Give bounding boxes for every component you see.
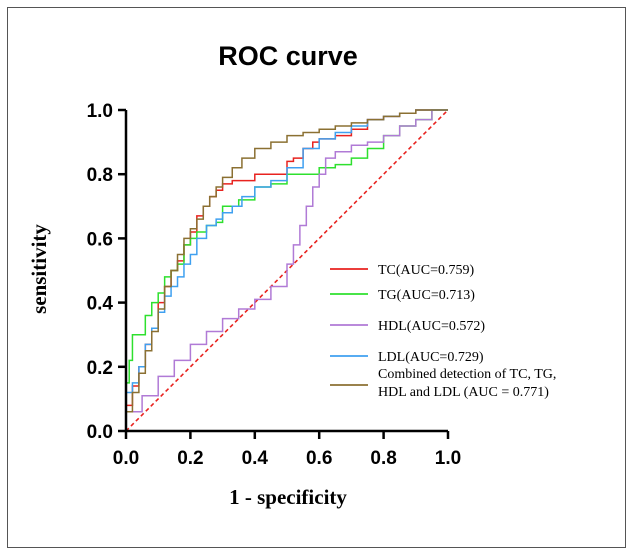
x-tick-label: 0.4	[242, 448, 269, 469]
y-tick-label: 0.4	[87, 294, 114, 315]
y-axis-label: sensitivity	[27, 224, 51, 314]
legend-label-1: TG(AUC=0.713)	[378, 288, 475, 303]
y-tick-label: 0.0	[87, 422, 113, 443]
x-tick-label: 0.2	[177, 448, 203, 469]
legend-label-4: Combined detection of TC, TG,	[378, 367, 556, 382]
y-tick-label: 0.6	[87, 229, 113, 250]
legend-label-2: HDL(AUC=0.572)	[378, 319, 485, 334]
series-line-2	[125, 109, 448, 431]
x-axis-label: 1 - specificity	[229, 485, 347, 509]
y-tick-label: 1.0	[87, 101, 113, 122]
x-tick-label: 0.0	[113, 448, 139, 469]
chart-frame	[7, 7, 626, 548]
plot-area: 0.0 0.2 0.4 0.6 0.8 1.0 0.0 0.2 0.4 0.6 0.8 1.0	[87, 101, 462, 469]
legend-label-4: HDL and LDL (AUC = 0.771)	[378, 385, 549, 400]
x-tick-label: 0.8	[370, 448, 396, 469]
legend: TC(AUC=0.759) TG(AUC=0.713) HDL(AUC=0.572)…	[330, 263, 556, 400]
legend-label-3: LDL(AUC=0.729)	[378, 350, 484, 365]
series-line-3	[125, 109, 448, 431]
series-line-4	[125, 109, 448, 431]
chart-title: ROC curve	[218, 41, 358, 71]
x-tick-label: 1.0	[435, 448, 461, 469]
y-tick-label: 0.2	[87, 358, 113, 379]
x-tick-label: 0.6	[306, 448, 332, 469]
y-tick-label: 0.8	[87, 165, 113, 186]
legend-label-0: TC(AUC=0.759)	[378, 263, 475, 278]
